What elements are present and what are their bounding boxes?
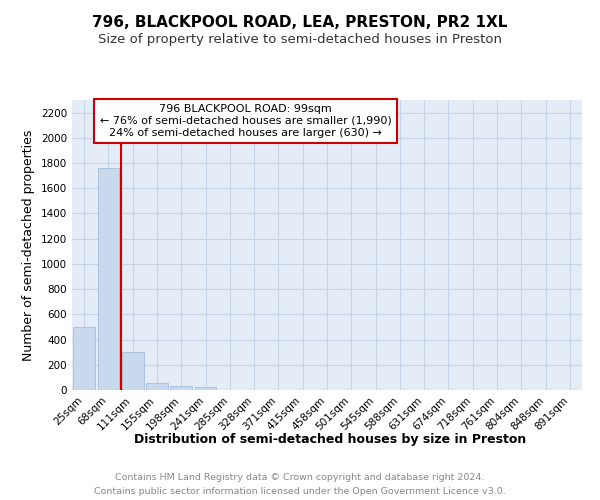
Text: 796 BLACKPOOL ROAD: 99sqm
← 76% of semi-detached houses are smaller (1,990)
24% : 796 BLACKPOOL ROAD: 99sqm ← 76% of semi-… — [100, 104, 391, 138]
Bar — [146, 383, 168, 390]
Text: Size of property relative to semi-detached houses in Preston: Size of property relative to semi-detach… — [98, 32, 502, 46]
Y-axis label: Number of semi-detached properties: Number of semi-detached properties — [22, 130, 35, 360]
Text: Contains public sector information licensed under the Open Government Licence v3: Contains public sector information licen… — [94, 488, 506, 496]
Bar — [122, 352, 143, 390]
Text: Contains HM Land Registry data © Crown copyright and database right 2024.: Contains HM Land Registry data © Crown c… — [115, 472, 485, 482]
Text: Distribution of semi-detached houses by size in Preston: Distribution of semi-detached houses by … — [134, 432, 526, 446]
Bar — [97, 168, 119, 390]
Text: 796, BLACKPOOL ROAD, LEA, PRESTON, PR2 1XL: 796, BLACKPOOL ROAD, LEA, PRESTON, PR2 1… — [92, 15, 508, 30]
Bar — [73, 327, 95, 390]
Bar — [170, 386, 192, 390]
Bar — [194, 388, 217, 390]
